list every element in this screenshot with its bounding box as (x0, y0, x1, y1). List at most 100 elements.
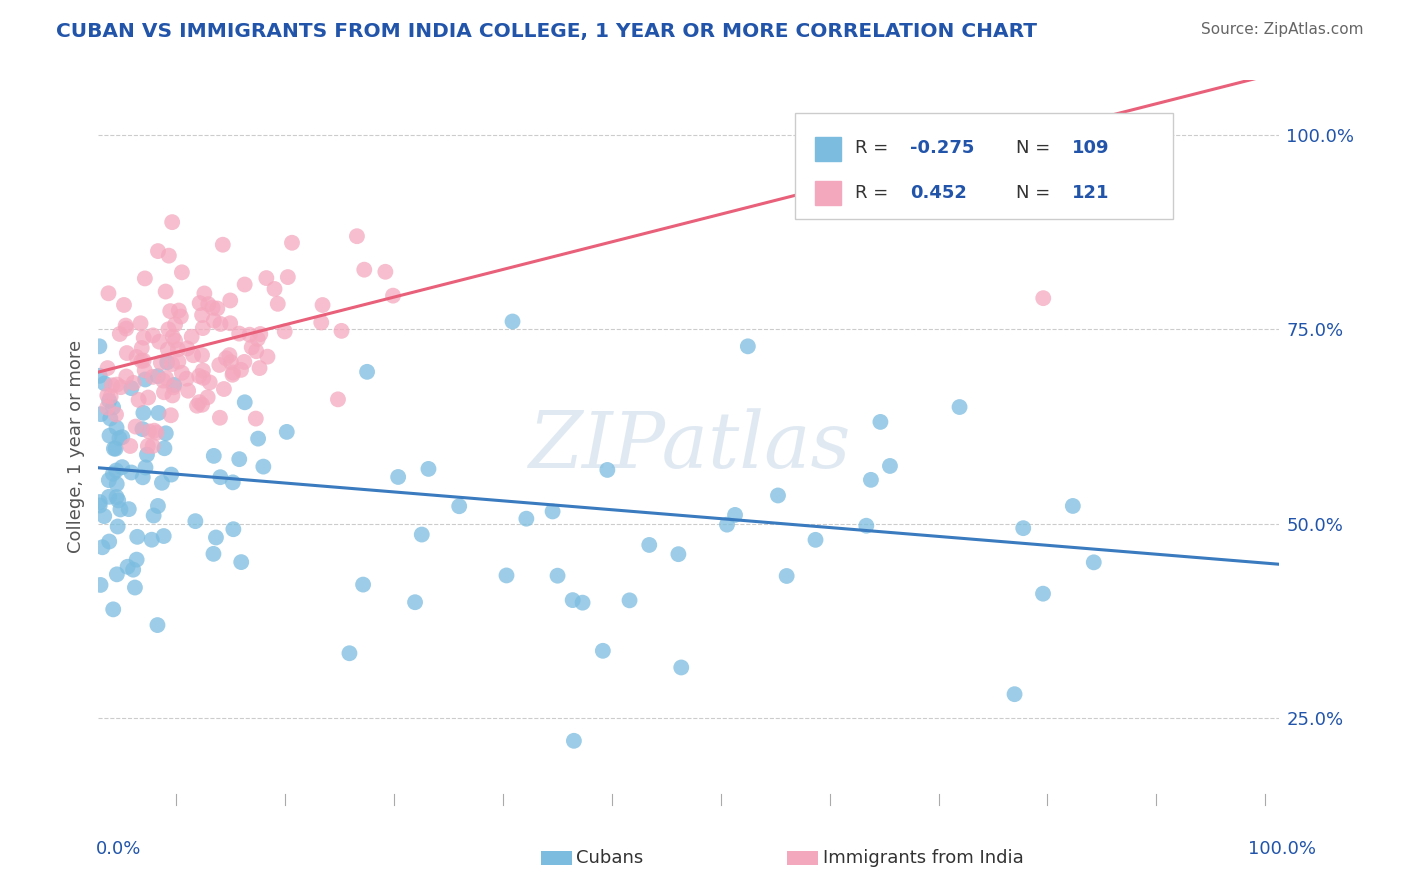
Point (382, 288, 405, 302)
Point (148, 406, 170, 420)
Point (120, 439, 142, 453)
Point (146, 618, 169, 632)
Point (256, 350, 278, 364)
Point (115, 369, 138, 384)
Point (193, 286, 215, 301)
Text: 0.0%: 0.0% (96, 840, 141, 858)
Point (136, 439, 159, 453)
Point (352, 577, 374, 591)
Point (108, 431, 131, 445)
Point (541, 504, 564, 518)
Bar (815, 181, 841, 205)
Point (134, 271, 156, 285)
Point (571, 596, 593, 610)
Point (309, 316, 332, 330)
Point (104, 442, 127, 456)
Point (948, 400, 970, 414)
Point (404, 595, 426, 609)
Point (170, 366, 193, 380)
Point (201, 301, 224, 315)
Point (191, 398, 214, 412)
Point (89, 578, 111, 592)
Point (107, 493, 129, 508)
Point (228, 326, 250, 341)
Point (671, 660, 693, 674)
Point (131, 422, 153, 436)
Point (191, 363, 214, 377)
Point (245, 411, 267, 425)
Point (191, 321, 214, 335)
Point (1062, 499, 1084, 513)
Point (138, 425, 160, 439)
Point (170, 310, 193, 324)
Point (136, 448, 159, 462)
Point (222, 522, 245, 536)
Text: ZIPatlas: ZIPatlas (527, 408, 851, 484)
Point (177, 384, 200, 398)
Point (211, 237, 233, 252)
Point (127, 530, 149, 544)
Point (515, 511, 537, 525)
Point (776, 569, 799, 583)
Point (115, 321, 138, 335)
Point (207, 301, 229, 316)
Point (122, 563, 145, 577)
Point (114, 318, 136, 333)
Point (233, 355, 256, 369)
Point (277, 270, 299, 285)
Point (156, 343, 179, 357)
FancyBboxPatch shape (796, 113, 1173, 219)
Point (91, 541, 114, 555)
Point (233, 395, 256, 409)
Point (125, 552, 148, 566)
Point (132, 331, 155, 345)
Point (105, 477, 128, 491)
Text: CUBAN VS IMMIGRANTS FROM INDIA COLLEGE, 1 YEAR OR MORE CORRELATION CHART: CUBAN VS IMMIGRANTS FROM INDIA COLLEGE, … (56, 22, 1038, 41)
Point (249, 326, 271, 341)
Text: Immigrants from India: Immigrants from India (823, 849, 1024, 867)
Point (205, 531, 228, 545)
Point (737, 339, 759, 353)
Point (90, 407, 112, 421)
Point (111, 460, 134, 475)
Text: R =: R = (855, 139, 894, 157)
Point (233, 277, 256, 292)
Point (245, 344, 267, 359)
Point (197, 297, 219, 311)
Point (229, 363, 252, 377)
Text: Source: ZipAtlas.com: Source: ZipAtlas.com (1201, 22, 1364, 37)
Point (131, 353, 153, 368)
Point (208, 410, 231, 425)
Point (155, 285, 177, 299)
Point (167, 354, 190, 368)
Point (202, 313, 225, 327)
Point (165, 334, 187, 348)
Text: N =: N = (1017, 139, 1056, 157)
Point (1032, 587, 1054, 601)
Point (869, 415, 891, 429)
Point (162, 388, 184, 402)
Point (134, 460, 156, 475)
Point (89, 368, 111, 383)
Point (209, 470, 232, 484)
Point (561, 593, 583, 607)
Point (105, 463, 128, 477)
Point (252, 459, 274, 474)
Point (132, 353, 155, 368)
Point (879, 458, 901, 473)
Point (153, 385, 176, 400)
Point (162, 330, 184, 344)
Point (418, 462, 440, 476)
Point (191, 308, 214, 322)
Point (267, 297, 290, 311)
Point (666, 547, 689, 561)
Point (97, 490, 120, 504)
Point (619, 593, 641, 607)
Point (222, 366, 245, 380)
Point (89, 495, 111, 509)
Point (103, 442, 125, 456)
Point (89, 499, 111, 513)
Point (212, 382, 235, 396)
Point (219, 293, 242, 308)
Point (208, 358, 231, 372)
